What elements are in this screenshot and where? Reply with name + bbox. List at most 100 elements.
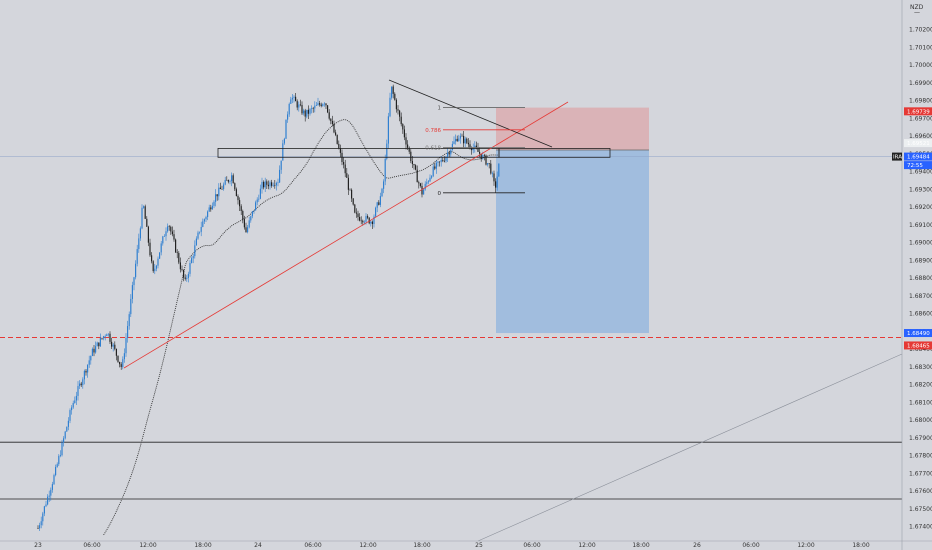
fib-level-label: 0.618 (425, 146, 441, 152)
candle-body (311, 108, 313, 110)
candle-body (299, 104, 301, 106)
candle-body (363, 221, 365, 223)
candle-body (224, 179, 226, 185)
candle-body (170, 226, 172, 232)
position-stop-zone[interactable] (496, 107, 649, 151)
candle-body (483, 155, 485, 156)
candle-body (386, 143, 388, 159)
candle-body (59, 455, 61, 456)
candle-body (402, 124, 404, 130)
candle-body (111, 341, 113, 347)
candle-body (215, 194, 217, 202)
candle-body (261, 181, 263, 189)
candle-body (471, 147, 473, 151)
candle-body (418, 182, 420, 184)
candle-body (280, 160, 282, 170)
candle-body (245, 227, 247, 233)
candle-body (479, 151, 481, 154)
candle-body (475, 145, 477, 149)
resistance-zone-extension[interactable] (498, 148, 611, 158)
candle-body (240, 206, 242, 212)
candle-body (301, 104, 303, 114)
candle-body (58, 455, 60, 465)
candle-body (399, 110, 401, 117)
candle-body (146, 218, 148, 227)
candle-body (282, 143, 284, 161)
candle-body (95, 346, 97, 353)
candle-body (411, 160, 413, 165)
candle-body (175, 239, 177, 253)
candle-body (277, 182, 279, 184)
x-tick-label: 26 (693, 542, 701, 549)
candle-body (339, 148, 341, 153)
candle-body (490, 163, 492, 174)
candle-body (435, 162, 437, 169)
candle-body (415, 165, 417, 170)
candle-body (424, 183, 426, 190)
candle-body (330, 118, 332, 122)
fib-level-label: 0 (438, 191, 442, 197)
candle-body (469, 144, 471, 148)
long-diagonal-trendline[interactable] (477, 353, 903, 542)
candle-body (239, 200, 241, 207)
candle-body (456, 138, 458, 142)
y-tick-label: 1.68300 (909, 364, 932, 371)
moving-average-line (103, 119, 499, 536)
candle-body (357, 213, 359, 218)
y-tick-label: 1.70200 (909, 27, 932, 34)
candle-body (157, 258, 159, 266)
candle-body (434, 166, 436, 169)
x-tick-label: 06:00 (742, 542, 759, 549)
candle-body (298, 104, 300, 108)
candle-body (344, 164, 346, 174)
position-target-zone[interactable] (496, 150, 649, 334)
candle-body (154, 268, 156, 272)
candle-body (391, 86, 393, 98)
candle-body (485, 155, 487, 165)
candle-body (437, 161, 439, 163)
candle-body (248, 220, 250, 228)
candle-body (123, 353, 125, 360)
price-tag-label: 1.69484 (907, 155, 930, 161)
candle-body (115, 348, 117, 356)
rising-support-trendline[interactable] (123, 101, 569, 369)
candle-body (178, 253, 180, 263)
candle-body (242, 211, 244, 220)
candle-body (93, 348, 95, 353)
candle-body (171, 231, 173, 235)
x-tick-label: 12:00 (797, 542, 814, 549)
candle-body (442, 160, 444, 161)
candle-body (362, 220, 364, 223)
candle-body (43, 506, 45, 514)
x-tick-label: 12:00 (139, 542, 156, 549)
candle-body (408, 147, 410, 152)
candle-body (51, 484, 53, 490)
candle-body (275, 182, 277, 186)
candle-body (338, 143, 340, 149)
candle-body (459, 135, 461, 139)
candle-body (403, 129, 405, 138)
candle-body (39, 525, 41, 529)
candle-body (351, 189, 353, 199)
candle-body (368, 217, 370, 224)
candle-body (200, 226, 202, 232)
candle-body (269, 182, 271, 187)
candle-body (343, 162, 345, 165)
candle-body (247, 227, 249, 233)
candle-body (234, 183, 236, 190)
candle-body (410, 151, 412, 161)
candle-body (56, 464, 58, 467)
candle-body (208, 207, 210, 212)
symbol-tag (892, 152, 902, 161)
candle-body (288, 103, 290, 115)
candle-body (203, 219, 205, 222)
candle-body (122, 359, 124, 368)
candle-body (474, 145, 476, 148)
candle-body (295, 96, 297, 102)
candle-body (67, 420, 69, 427)
candle-body (487, 163, 489, 165)
falling-resistance-trendline[interactable] (388, 79, 553, 148)
candle-body (376, 202, 378, 208)
candle-body (112, 344, 114, 347)
